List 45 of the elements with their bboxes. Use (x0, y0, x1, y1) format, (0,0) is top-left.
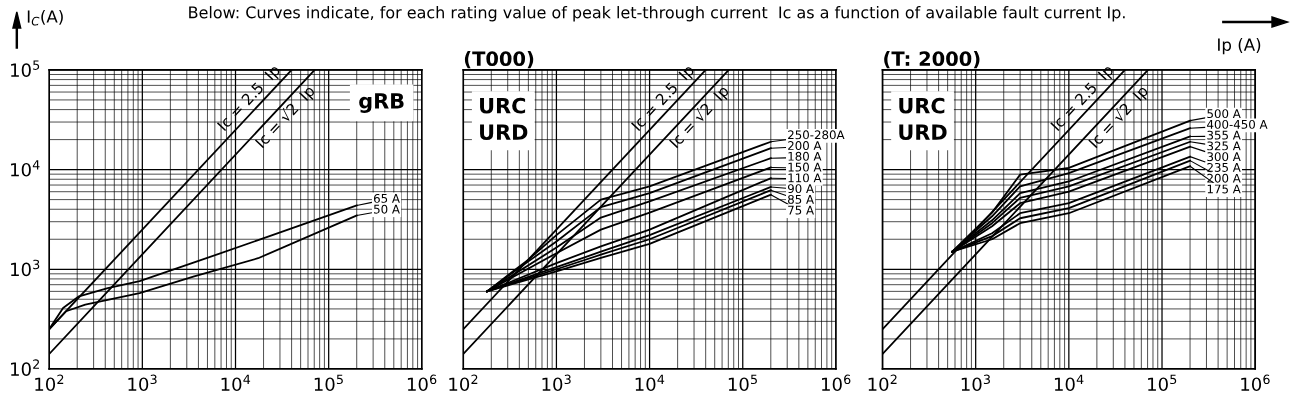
x-tick-label: 10$^{3}$ (542, 374, 571, 392)
x-tick-label: 10$^{6}$ (407, 374, 437, 392)
legend-label: 65 A (373, 193, 400, 203)
x-tick-label: 10$^{4}$ (221, 374, 251, 392)
x-axis-title: Ip (A) (1218, 38, 1261, 55)
legend-label: 110 A (788, 173, 822, 183)
chart-title: (T: 2000) (884, 51, 980, 69)
legend-label: 180 A (788, 151, 822, 161)
legend-label: 300 A (1207, 152, 1241, 162)
legend-label: 50 A (374, 204, 400, 214)
y-axis-title: I$_{C}$(A) (27, 9, 63, 26)
x-tick-label: 10$^{3}$ (128, 374, 157, 392)
y-tick-label: 10$^{2}$ (11, 359, 39, 376)
legend-label: 200 A (788, 141, 822, 151)
y-tick-label: 10$^{4}$ (11, 160, 40, 177)
y-tick-label: 10$^{3}$ (11, 259, 40, 277)
series-label: 355 A (1207, 130, 1241, 140)
x-tick-label: 10$^{3}$ (961, 374, 990, 392)
legend-label: 85 A (788, 194, 814, 204)
legend-label: 235 A (1207, 162, 1241, 172)
y-tick-label: 10$^{5}$ (11, 60, 40, 77)
legend-label: 250-280A (788, 130, 845, 140)
series-label: 400-450 A (1207, 119, 1268, 129)
x-tick-label: 10$^{6}$ (1241, 374, 1270, 392)
annotation: URC URD (899, 97, 947, 141)
text: Below: Curves indicate, for each rating value of peak let-through current Ic as a function of available fault current Ip. (189, 6, 1125, 22)
series-label: 500 A (1207, 109, 1241, 119)
x-tick-label: 10$^{5}$ (1148, 374, 1177, 392)
annotation: URC URD (480, 97, 528, 141)
legend-label: 175 A (1207, 184, 1241, 194)
x-tick-label: 10$^{2}$ (35, 374, 64, 392)
legend-label: 150 A (788, 162, 822, 172)
annotation: gRB (359, 93, 404, 113)
x-tick-label: 10$^{5}$ (314, 374, 343, 392)
x-tick-label: 10$^{2}$ (868, 374, 897, 392)
legend-label: 325 A (1207, 141, 1241, 151)
x-tick-label: 10$^{4}$ (1054, 374, 1084, 392)
x-tick-label: 10$^{6}$ (822, 374, 851, 392)
chart-title: (T000) (464, 51, 534, 69)
x-tick-label: 10$^{5}$ (728, 374, 757, 392)
x-tick-label: 10$^{4}$ (635, 374, 665, 392)
legend-label: 90 A (787, 184, 814, 194)
series-label: 75 A (788, 205, 814, 215)
legend-label: 200 A (1207, 173, 1241, 183)
x-tick-label: 10$^{2}$ (449, 374, 478, 392)
